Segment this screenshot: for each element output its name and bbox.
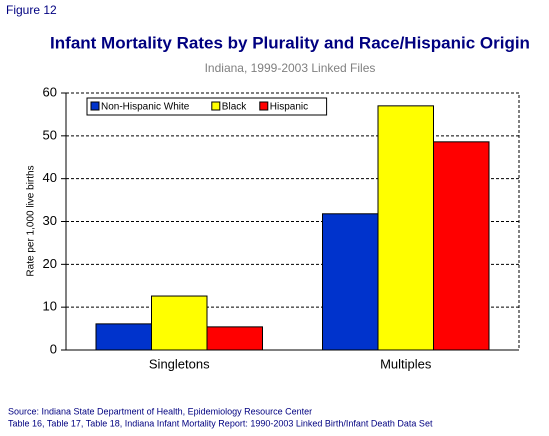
y-tick-label: 20 — [43, 256, 57, 271]
bar — [95, 323, 152, 351]
bar — [322, 213, 379, 351]
legend-label: Non-Hispanic White — [101, 102, 190, 113]
y-tick-label: 10 — [43, 299, 57, 314]
bar — [377, 105, 434, 351]
chart-subtitle: Indiana, 1999-2003 Linked Files — [205, 61, 376, 75]
y-tick-label: 50 — [43, 127, 57, 142]
legend-swatch — [211, 101, 221, 111]
legend-label: Hispanic — [270, 102, 308, 113]
y-tick-label: 40 — [43, 170, 57, 185]
chart-title: Infant Mortality Rates by Plurality and … — [50, 33, 530, 52]
legend-label: Black — [222, 102, 247, 113]
x-tick-label: Singletons — [149, 356, 210, 371]
legend-swatch — [90, 101, 100, 111]
legend-swatch — [259, 101, 269, 111]
bar — [151, 295, 208, 351]
source-note: Table 16, Table 17, Table 18, Indiana In… — [8, 418, 433, 428]
source-note: Source: Indiana State Department of Heal… — [8, 406, 312, 416]
y-tick-label: 60 — [43, 84, 57, 99]
y-tick-label: 0 — [50, 341, 57, 356]
x-tick-label: Multiples — [380, 356, 432, 371]
bar — [206, 326, 263, 351]
bar — [433, 141, 490, 351]
y-tick-label: 30 — [43, 213, 57, 228]
y-axis-label: Rate per 1,000 live births — [26, 165, 37, 276]
figure-label: Figure 12 — [6, 3, 57, 17]
